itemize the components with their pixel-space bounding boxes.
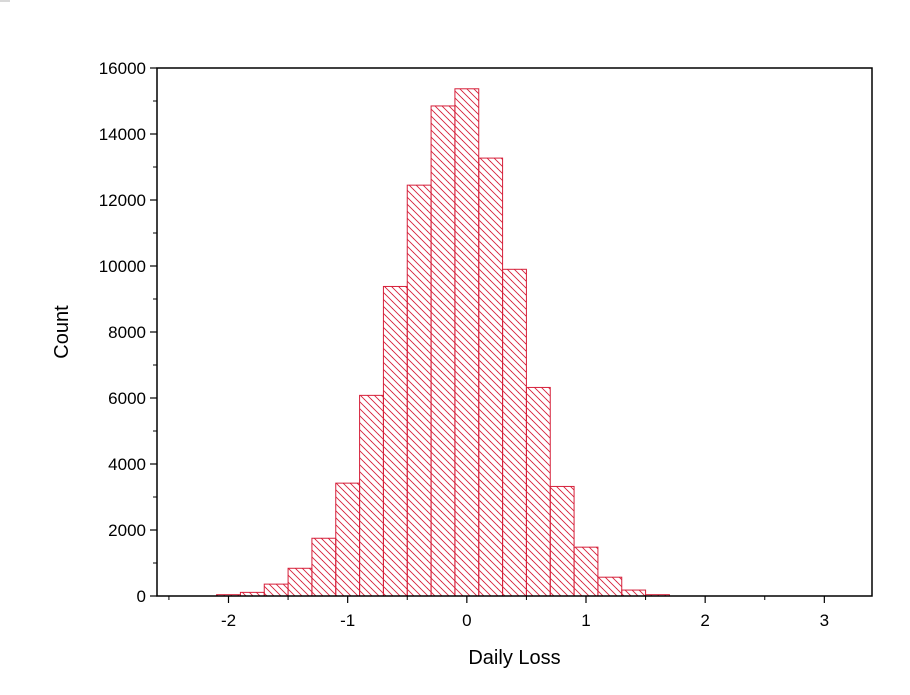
y-tick-label: 4000 (108, 455, 146, 474)
histogram-bars (216, 88, 670, 597)
histogram-bar (406, 184, 432, 597)
histogram-bar (287, 567, 313, 597)
histogram-bar (335, 482, 361, 597)
plot-frame (156, 67, 873, 597)
y-tick-label: 8000 (108, 323, 146, 342)
y-tick-label: 14000 (99, 125, 146, 144)
x-axis-ticks: -2 -1 0 1 2 3 (168, 596, 829, 630)
y-tick-label: 10000 (99, 257, 146, 276)
x-tick-label: 1 (581, 611, 590, 630)
y-tick-label: 2000 (108, 521, 146, 540)
histogram-bar (454, 88, 480, 597)
x-axis-title: Daily Loss (468, 647, 560, 669)
histogram-bar (382, 285, 408, 597)
y-tick-label: 0 (137, 587, 146, 606)
histogram-bar (430, 105, 456, 597)
histogram-bar (549, 485, 575, 597)
corner-mark (0, 0, 10, 2)
x-tick-label: 2 (700, 611, 709, 630)
histogram-bar (263, 583, 289, 597)
x-tick-label: -2 (221, 611, 236, 630)
y-tick-label: 6000 (108, 389, 146, 408)
histogram-bar (573, 546, 599, 597)
histogram-bar (478, 157, 504, 597)
y-tick-label: 12000 (99, 191, 146, 210)
x-tick-label: 0 (462, 611, 471, 630)
y-axis-title: Count (51, 305, 73, 359)
histogram-bar (311, 537, 337, 597)
x-tick-label: -1 (340, 611, 355, 630)
y-tick-label: 16000 (99, 59, 146, 78)
histogram-bar (597, 576, 623, 597)
histogram-bar (621, 589, 647, 597)
x-tick-label: 3 (820, 611, 829, 630)
histogram-bar (359, 394, 384, 597)
y-axis-ticks: 0 2000 4000 6000 8000 10000 12000 14000 16000 (99, 59, 157, 606)
histogram-bar (502, 268, 527, 597)
histogram-bar (525, 386, 551, 597)
